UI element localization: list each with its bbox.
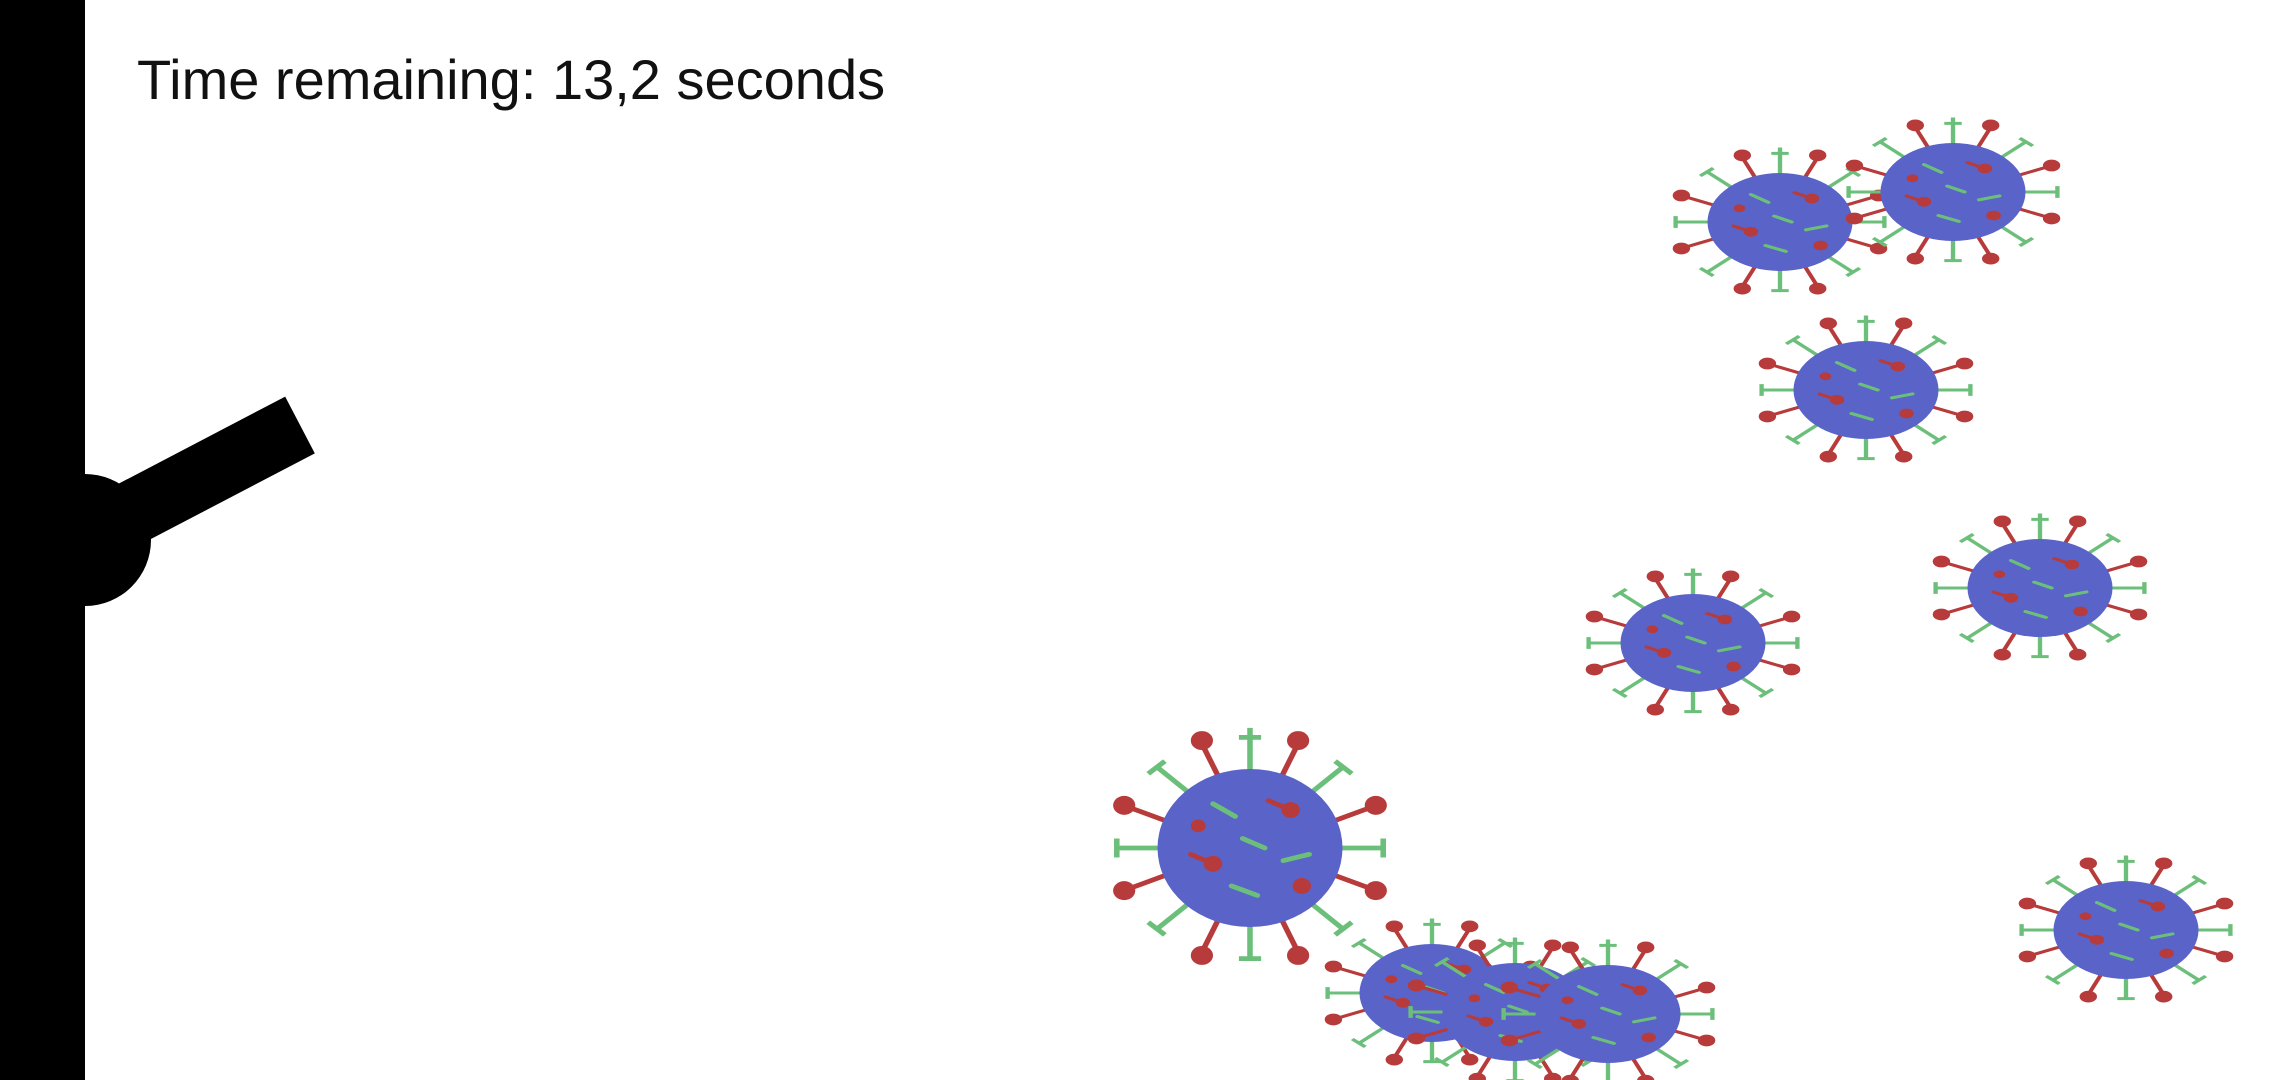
virus-icon[interactable] [1759,316,1974,463]
virus-icon[interactable] [2019,856,2234,1003]
time-remaining-label: Time remaining: 13,2 seconds [137,44,885,116]
cannon-base [19,474,151,606]
cannon-icon [19,396,315,606]
virus-icon[interactable] [1113,728,1387,965]
time-value: 13,2 [551,48,661,111]
virus-icon[interactable] [1586,569,1801,716]
virus-icon[interactable] [1846,118,2061,265]
virus-field [1113,118,2233,1080]
virus-icon[interactable] [1933,514,2148,661]
time-prefix: Time remaining: [137,48,537,111]
time-unit: seconds [676,48,886,111]
